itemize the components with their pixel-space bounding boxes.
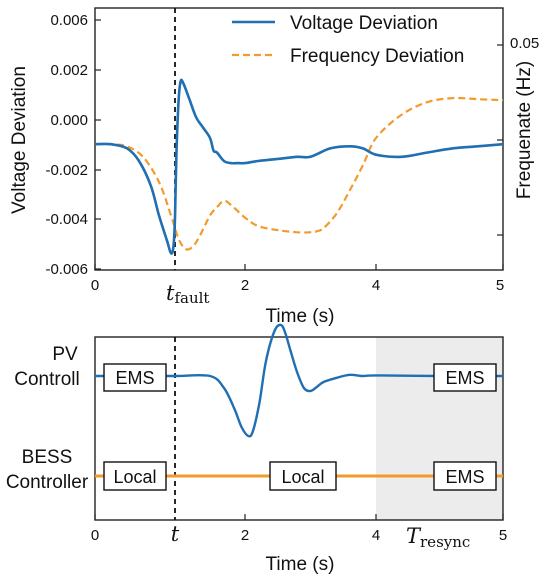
fault-label-main: t (166, 281, 175, 305)
resync-label-sub: resync (420, 533, 470, 551)
row-label-bess-line1: BESS (22, 447, 73, 468)
pv-box-ems-start-label: EMS (115, 368, 154, 388)
resync-label-main: T (406, 524, 422, 548)
fault-label-sub: fault (174, 289, 209, 307)
pv-controller-signal (95, 323, 504, 438)
bess-box-local-start-label: Local (113, 467, 156, 487)
row-label-bess-line2: Controller (6, 472, 89, 493)
top-y-axis-label: Voltage Deviation (9, 66, 30, 214)
fault-time-label: tfault (166, 281, 209, 307)
legend: Voltage Deviation Frequency Deviation (232, 13, 464, 67)
series-line-voltage-deviation (94, 78, 504, 255)
y-tick-label: -0.004 (45, 211, 88, 228)
top-plot-frame (94, 7, 504, 271)
bottom-plot-frame (94, 336, 504, 521)
resync-label: Tresync (406, 524, 470, 551)
row-label-pv-line2: Controll (14, 369, 79, 390)
bess-box-local-mid-label: Local (281, 467, 324, 487)
x-tick-label: 2 (241, 277, 249, 294)
x-tick-label-fault: t (171, 522, 180, 546)
y-tick-label: 0.000 (50, 112, 88, 129)
top-x-axis-label: Time (s) (266, 306, 335, 327)
y-tick-label: -0.002 (45, 162, 88, 179)
y-tick-label: 0.006 (50, 12, 88, 29)
bess-box-ems-end (433, 461, 497, 491)
bess-box-local-mid (269, 461, 337, 491)
top-x-ticks: 0 2 4 5 (91, 264, 504, 294)
y-tick-label: 0.002 (50, 62, 88, 79)
x-tick-label: 4 (372, 277, 380, 294)
bess-box-ems-end-label: EMS (445, 467, 484, 487)
y-tick-label: -0.006 (45, 261, 88, 278)
pv-box-ems-end (433, 363, 497, 392)
legend-label-frequency: Frequency Deviation (290, 46, 464, 67)
top-y-right-axis-label: Frequenate (Hz) (514, 61, 535, 199)
top-right-ticks: 0.05 (497, 35, 539, 236)
bottom-x-axis-label: Time (s) (266, 554, 335, 575)
row-label-pv-line1: PV (52, 344, 78, 365)
x-tick-label: 0 (91, 277, 99, 294)
x-tick-label: 4 (372, 527, 380, 544)
bottom-chart: PV Controll BESS Controller EMS EMS Loca… (6, 323, 507, 575)
top-left-ticks: 0.006 0.002 0.000 -0.002 -0.004 -0.006 (45, 12, 101, 278)
pv-box-ems-end-label: EMS (445, 368, 484, 388)
bess-box-local-start (103, 461, 167, 491)
bottom-x-ticks: 0 t 2 4 5 (91, 514, 507, 546)
x-tick-label: 2 (241, 527, 249, 544)
legend-label-voltage: Voltage Deviation (290, 13, 438, 34)
series-line-frequency-deviation (94, 96, 504, 251)
pv-box-ems-start (103, 363, 167, 392)
y-right-tick-label: 0.05 (510, 35, 539, 52)
x-tick-label: 5 (496, 277, 504, 294)
x-tick-label: 0 (91, 527, 99, 544)
top-chart: 0.006 0.002 0.000 -0.002 -0.004 -0.006 0… (9, 7, 539, 327)
x-tick-label: 5 (499, 527, 507, 544)
